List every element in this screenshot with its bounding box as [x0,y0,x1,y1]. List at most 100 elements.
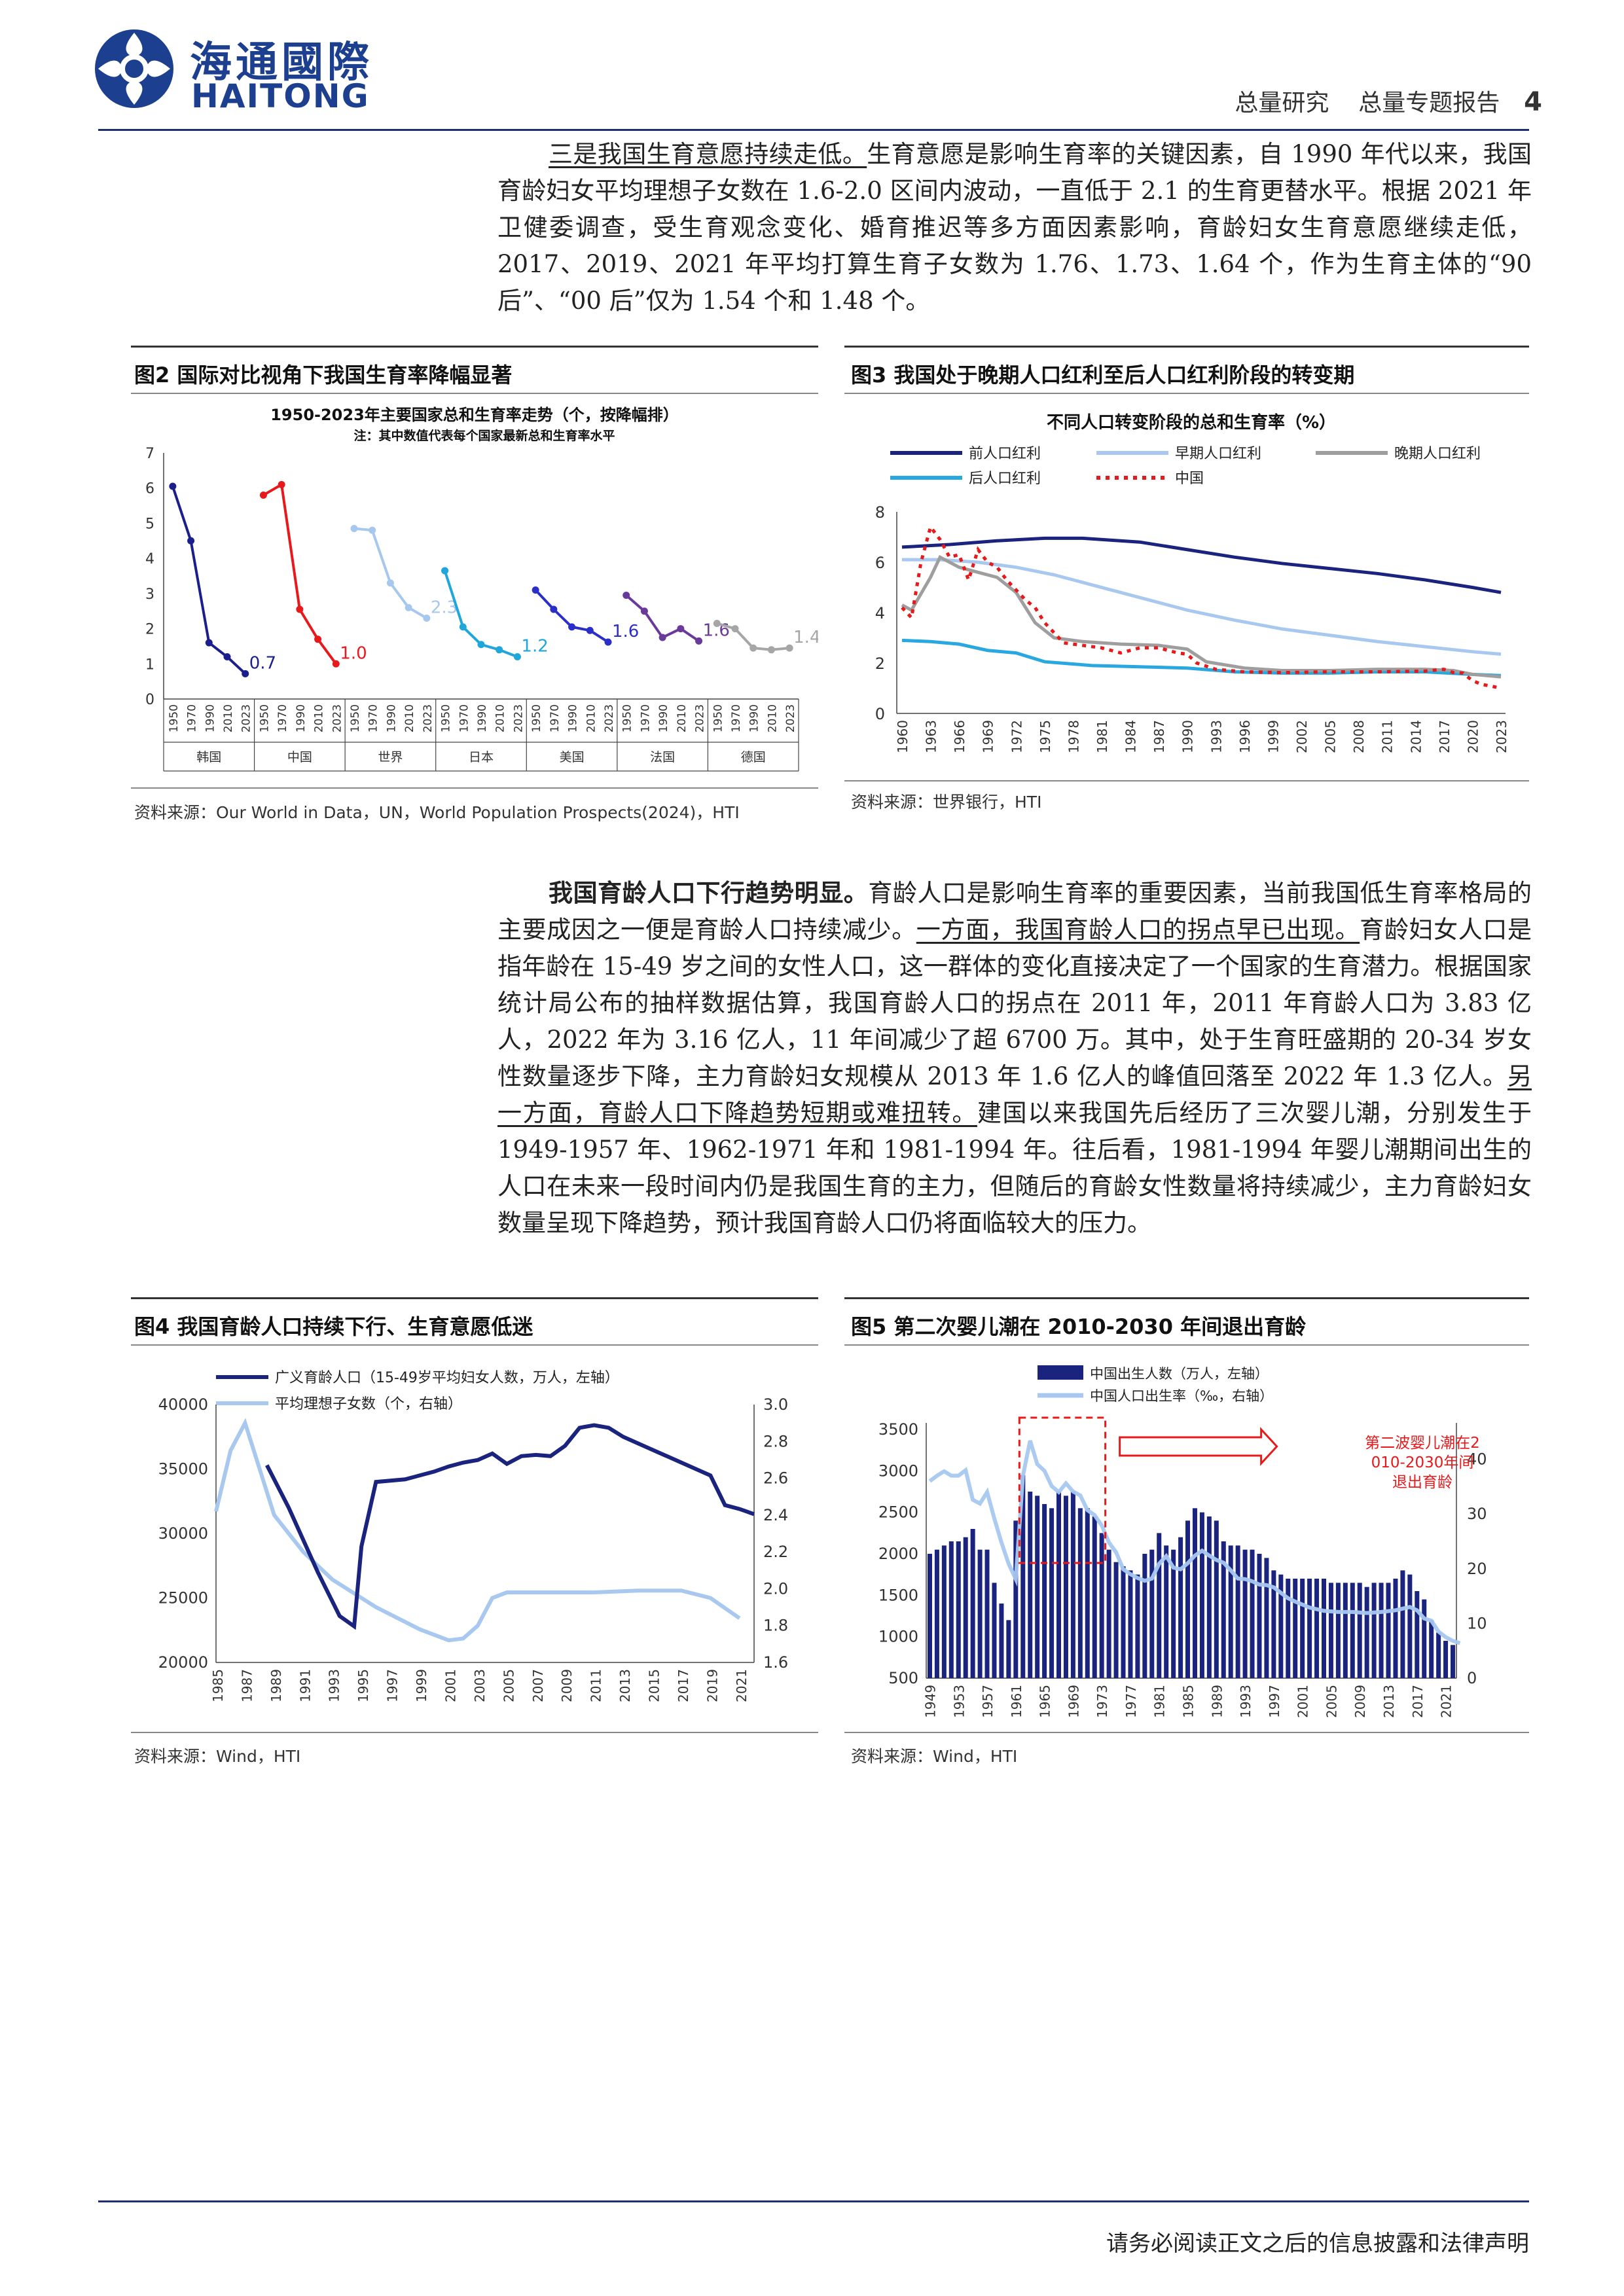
logo-en-text: HAITONG [191,77,370,115]
x-tick-label: 1993 [327,1669,342,1702]
bar [1443,1641,1449,1678]
bar [1314,1579,1320,1678]
x-tick-label: 1957 [980,1685,996,1718]
bar [1335,1583,1341,1678]
series-line-1 [262,482,337,665]
bar [1199,1512,1204,1678]
fig4-title: 图4 我国育龄人口持续下行、生育意愿低迷 [134,1314,533,1339]
x-tick-label: 1978 [1066,720,1081,753]
y2-tick-label: 10 [1467,1614,1487,1632]
x-tick-label: 2010 [585,704,598,732]
legend-label: 中国人口出生率（‰，右轴） [1090,1388,1273,1404]
bar [1106,1549,1111,1678]
fig4-source: 资料来源：Wind，HTI [134,1747,301,1766]
fig4-bottom-rule [131,1732,818,1733]
paragraph-lead: 三是我国生育意愿持续走低。 [549,140,867,168]
data-point [259,491,267,499]
fig4-title-rule [131,1344,818,1346]
chart-title: 1950-2023年主要国家总和生育率走势（个，按降幅排） [270,406,679,424]
x-tick-label: 1950 [168,704,181,732]
bar [1128,1570,1133,1678]
data-point [441,567,449,575]
bar [1386,1583,1391,1678]
x-tick-label: 1991 [297,1669,313,1702]
x-tick-label: 1970 [458,704,471,732]
y2-tick-label: 40 [1467,1450,1487,1469]
x-tick-label: 2013 [617,1669,633,1702]
x-tick-label: 1996 [1237,720,1253,753]
fig2-top-rule [131,346,818,348]
x-tick-label: 2023 [603,704,616,732]
x-tick-label: 1984 [1123,720,1139,753]
data-point [677,625,685,633]
series-line-4 [901,523,1502,690]
x-tick-label: 1975 [1038,720,1053,753]
bar [1293,1579,1298,1678]
y-tick-label: 7 [145,446,154,462]
x-tick-label: 1969 [981,720,996,753]
x-tick-label: 1990 [385,704,398,732]
y-tick-label: 5 [145,516,154,532]
x-tick-label: 1950 [349,704,362,732]
y-tick-label: 0 [875,705,885,723]
fig3-title-rule [844,393,1529,394]
bar [963,1537,968,1678]
bar [1135,1574,1140,1678]
data-label: 2.3 [431,598,458,617]
x-tick-label: 1995 [355,1669,371,1702]
group-label: 韩国 [196,750,221,764]
x-tick-label: 2021 [734,1669,749,1702]
y-tick-label: 4 [145,551,154,567]
bar [1422,1599,1427,1678]
series-line-childbearing-women [265,1423,755,1630]
data-point [659,634,666,641]
data-point [532,586,539,594]
arrow-icon [1119,1427,1278,1466]
x-tick-label: 1949 [922,1685,938,1718]
bar [1085,1508,1090,1678]
fig3-bottom-rule [844,780,1529,781]
data-point [767,646,775,654]
x-tick-label: 1989 [268,1669,284,1702]
bar [977,1549,983,1678]
x-tick-label: 1970 [639,704,652,732]
bar [984,1549,990,1678]
y-tick-label: 2 [875,655,885,673]
x-tick-label: 2010 [494,704,507,732]
logo: 海通國際 HAITONG [92,26,458,115]
fig5-source: 资料来源：Wind，HTI [851,1747,1018,1766]
bar [999,1604,1004,1678]
group-label: 日本 [469,750,494,764]
x-tick-label: 1972 [1009,720,1024,753]
bar [1157,1533,1162,1678]
y2-tick-label: 2.0 [763,1579,788,1598]
header-section: 总量研究 [1235,90,1329,117]
y-tick-label: 6 [875,554,885,572]
data-label: 1.4 [793,628,818,647]
paragraph-childbearing-population: 我国育龄人口下行趋势明显。育龄人口是影响生育率的重要因素，当前我国低生育率格局的… [497,874,1532,1242]
x-tick-label: 1989 [1209,1685,1225,1718]
group-label: 美国 [560,750,585,764]
bar [1028,1492,1033,1678]
legend-label: 中国 [1175,471,1204,487]
data-point [369,526,376,534]
paragraph-fertility-intention: 三是我国生育意愿持续走低。生育意愿是影响生育率的关键因素，自 1990 年代以来… [497,136,1532,319]
y-tick-label: 500 [888,1669,918,1687]
x-tick-label: 1965 [1038,1685,1053,1718]
y-tick-label: 25000 [158,1589,208,1607]
x-tick-label: 1966 [952,720,967,753]
bar [1149,1549,1155,1678]
x-tick-label: 2023 [694,704,707,732]
y-tick-label: 35000 [158,1460,208,1479]
bar [1415,1591,1420,1678]
bar [1221,1541,1226,1678]
x-tick-label: 1950 [712,704,725,732]
x-tick-label: 1999 [1265,720,1281,753]
group-label: 法国 [650,750,675,764]
x-tick-label: 1990 [476,704,489,732]
bar [1214,1520,1219,1678]
x-tick-label: 2023 [422,704,435,732]
series-line-ideal-children [214,1418,741,1643]
x-tick-label: 1990 [748,704,761,732]
y2-tick-label: 3.0 [763,1395,788,1414]
